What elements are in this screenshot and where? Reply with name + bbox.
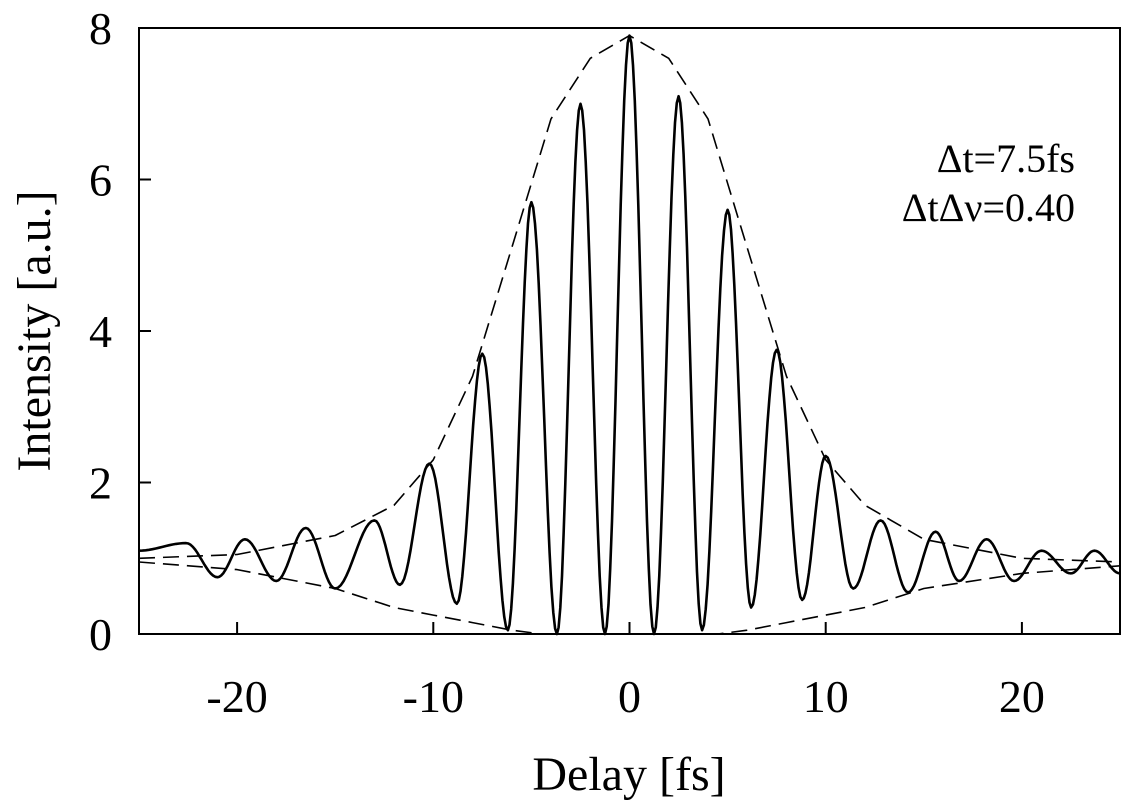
pulse-duration-annotation: Δt=7.5fs (937, 136, 1075, 181)
y-tick-label: 6 (89, 155, 112, 206)
plot-frame (138, 27, 1121, 635)
series-layer (138, 34, 1121, 636)
lower-envelope-line (138, 561, 1121, 635)
x-tick-label: 20 (999, 671, 1045, 722)
y-tick-label: 4 (89, 306, 112, 357)
y-tick-label: 0 (89, 609, 112, 660)
x-tick-label: -10 (403, 671, 464, 722)
x-ticks: -20 -10 0 10 20 (206, 622, 1045, 722)
x-tick-label: 10 (803, 671, 849, 722)
x-tick-label: 0 (618, 671, 641, 722)
y-tick-label: 8 (89, 3, 112, 54)
y-tick-label: 2 (89, 458, 112, 509)
time-bandwidth-annotation: ΔtΔν=0.40 (902, 185, 1075, 230)
y-axis-title: Intensity [a.u.] (8, 190, 61, 471)
y-ticks: 0 2 4 6 8 (89, 3, 151, 660)
x-tick-label: -20 (206, 671, 267, 722)
x-axis-title: Delay [fs] (532, 748, 725, 801)
upper-envelope-line (138, 34, 1121, 563)
